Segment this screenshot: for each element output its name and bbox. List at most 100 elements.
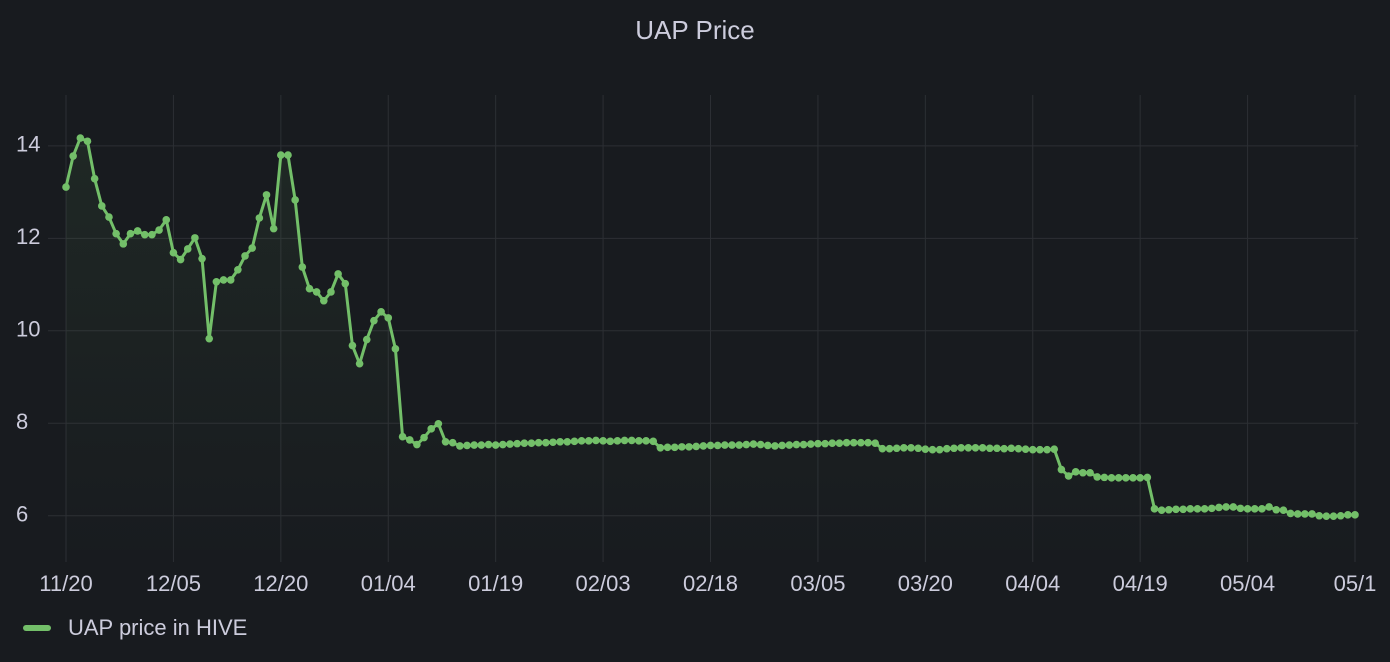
point [706, 441, 715, 450]
point [1157, 506, 1166, 515]
point [463, 441, 471, 450]
point [678, 443, 686, 451]
point [126, 229, 135, 238]
point [835, 439, 844, 447]
point [1165, 505, 1173, 514]
point [1243, 505, 1252, 513]
point [606, 437, 615, 446]
point [742, 440, 751, 449]
point [799, 440, 808, 449]
point [1007, 444, 1016, 453]
point [527, 439, 536, 447]
point [792, 440, 801, 449]
point [1100, 473, 1109, 482]
plot [62, 134, 1359, 562]
point [1107, 474, 1116, 482]
point [1028, 445, 1037, 454]
point [76, 134, 85, 142]
point [355, 359, 364, 368]
point [513, 439, 521, 448]
x-tick-label: 02/18 [683, 571, 738, 596]
point [993, 444, 1001, 453]
x-tick-label: 02/03 [576, 571, 631, 596]
point [563, 437, 572, 446]
point [1064, 472, 1073, 480]
point [749, 440, 758, 448]
point [806, 440, 815, 448]
point [334, 270, 342, 278]
point [814, 439, 822, 448]
point [1215, 503, 1223, 512]
point [140, 230, 149, 239]
x-tick-label: 01/04 [361, 571, 416, 596]
point [241, 252, 249, 260]
point [1207, 504, 1216, 513]
point [420, 433, 428, 442]
point [570, 437, 579, 446]
point [642, 437, 650, 445]
point [1322, 512, 1331, 521]
point [1071, 468, 1080, 476]
point [405, 436, 414, 444]
point [470, 441, 478, 449]
point [219, 276, 228, 284]
point [914, 444, 922, 453]
point [1021, 445, 1030, 453]
y-tick-label: 14 [16, 132, 40, 157]
point [1050, 445, 1059, 453]
point [262, 191, 271, 199]
point [1301, 510, 1309, 518]
point [269, 224, 278, 233]
point [327, 288, 335, 296]
point [226, 276, 235, 284]
point [534, 438, 543, 447]
point [935, 445, 944, 454]
point [427, 425, 436, 433]
point [921, 445, 930, 453]
point [892, 444, 901, 453]
point [1329, 512, 1338, 521]
point [434, 419, 443, 428]
point [212, 278, 221, 286]
point [821, 439, 829, 448]
point [1000, 444, 1008, 453]
point [692, 442, 700, 451]
point [90, 174, 99, 183]
point [663, 443, 672, 452]
point [1143, 473, 1152, 482]
point [1043, 445, 1051, 454]
point [584, 437, 593, 445]
x-tick-label: 05/1 [1334, 571, 1377, 596]
point [1222, 503, 1230, 511]
point [1136, 474, 1144, 482]
point [183, 245, 192, 253]
point [370, 316, 378, 325]
x-tick-label: 12/20 [253, 571, 308, 596]
point [713, 441, 722, 450]
point [577, 437, 586, 445]
point [1014, 444, 1023, 453]
point [1200, 505, 1209, 513]
point [685, 443, 693, 451]
point [105, 213, 113, 221]
point [1279, 506, 1288, 515]
point [849, 438, 858, 447]
point [348, 341, 357, 350]
point [541, 438, 550, 447]
x-tick-label: 04/04 [1005, 571, 1060, 596]
point [1236, 504, 1245, 513]
point [592, 436, 600, 445]
point [1179, 505, 1187, 514]
point [728, 441, 736, 449]
point [864, 438, 872, 447]
point [1129, 474, 1137, 482]
point [191, 234, 199, 242]
x-tick-label: 11/20 [39, 571, 92, 596]
point [398, 432, 407, 441]
point [699, 442, 708, 450]
point [520, 439, 529, 447]
y-tick-label: 6 [16, 502, 28, 527]
x-tick-label: 05/04 [1220, 571, 1275, 596]
point [198, 254, 206, 263]
